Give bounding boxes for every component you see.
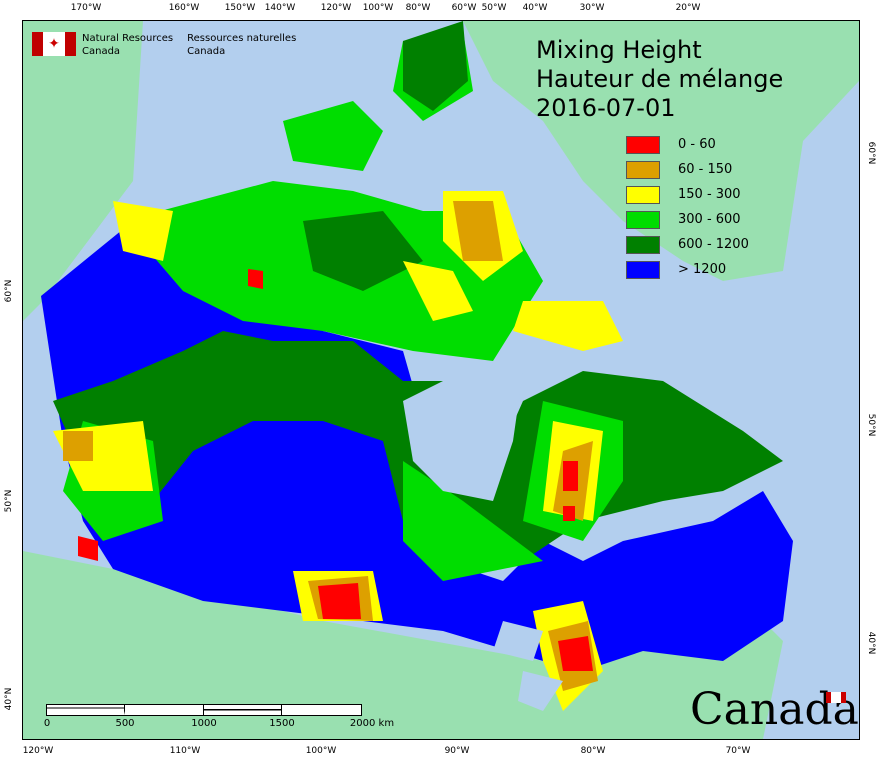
right-tick: 50°N	[866, 413, 876, 437]
top-tick: 20°W	[675, 3, 701, 13]
bottom-tick: 110°W	[169, 746, 201, 756]
legend-label: 150 - 300	[678, 187, 741, 202]
wordmark-flag-icon	[826, 692, 846, 703]
legend-swatch	[626, 185, 660, 204]
left-tick: 40°N	[4, 687, 14, 711]
great-lakes	[493, 621, 563, 711]
left-tick: 50°N	[4, 489, 14, 513]
top-tick: 140°W	[264, 3, 296, 13]
agency-fr-line1: Ressources naturelles	[187, 33, 297, 44]
hudson-bay	[403, 371, 523, 501]
top-tick: 60°W	[451, 3, 477, 13]
legend-label: 300 - 600	[678, 212, 741, 227]
scale-label: 2000 km	[349, 718, 395, 729]
bottom-tick: 120°W	[22, 746, 54, 756]
scale-label: 1000	[191, 718, 217, 729]
bottom-tick: 90°W	[444, 746, 470, 756]
bottom-tick: 100°W	[305, 746, 337, 756]
left-tick: 60°N	[4, 279, 14, 303]
title-date: 2016-07-01	[536, 94, 676, 122]
bottom-tick: 70°W	[725, 746, 751, 756]
agency-en-line1: Natural Resources	[82, 33, 174, 44]
top-tick: 100°W	[362, 3, 394, 13]
agency-signature: ✦ Natural Resources Canada Ressources na…	[32, 32, 296, 58]
legend-label: 600 - 1200	[678, 237, 749, 252]
legend-item: > 1200	[626, 257, 749, 282]
right-tick: 40°N	[866, 631, 876, 655]
legend-item: 150 - 300	[626, 182, 749, 207]
legend-swatch	[626, 235, 660, 254]
scale-label: 0	[43, 718, 51, 729]
map-title: Mixing Height Hauteur de mélange 2016-07…	[536, 36, 783, 123]
legend-swatch	[626, 210, 660, 229]
canada-flag-icon: ✦	[32, 32, 76, 56]
legend-item: 600 - 1200	[626, 232, 749, 257]
title-fr: Hauteur de mélange	[536, 65, 784, 93]
arctic-darkgreen	[303, 21, 468, 291]
alaska-land	[23, 21, 143, 321]
top-tick: 30°W	[579, 3, 605, 13]
top-tick: 40°W	[522, 3, 548, 13]
bottom-tick: 80°W	[580, 746, 606, 756]
legend: 0 - 60 60 - 150 150 - 300 300 - 600 600 …	[626, 132, 749, 282]
greenland	[463, 21, 859, 281]
right-tick: 60°N	[866, 141, 876, 165]
top-tick: 50°W	[481, 3, 507, 13]
scale-label: 1500	[269, 718, 295, 729]
legend-swatch	[626, 135, 660, 154]
canada-red	[78, 269, 593, 671]
top-tick: 120°W	[320, 3, 352, 13]
legend-label: 0 - 60	[678, 137, 716, 152]
map-canvas	[23, 21, 859, 739]
legend-item: 300 - 600	[626, 207, 749, 232]
legend-label: 60 - 150	[678, 162, 733, 177]
legend-item: 60 - 150	[626, 157, 749, 182]
top-tick: 150°W	[224, 3, 256, 13]
legend-item: 0 - 60	[626, 132, 749, 157]
legend-swatch	[626, 260, 660, 279]
top-tick: 160°W	[168, 3, 200, 13]
legend-swatch	[626, 160, 660, 179]
scale-bar	[46, 704, 362, 716]
legend-label: > 1200	[678, 262, 727, 277]
agency-fr-line2: Canada	[187, 46, 226, 57]
scale-label: 500	[115, 718, 135, 729]
agency-en-line2: Canada	[82, 46, 121, 57]
title-en: Mixing Height	[536, 36, 702, 64]
top-tick: 80°W	[405, 3, 431, 13]
top-tick: 170°W	[70, 3, 102, 13]
map-area	[22, 20, 860, 740]
